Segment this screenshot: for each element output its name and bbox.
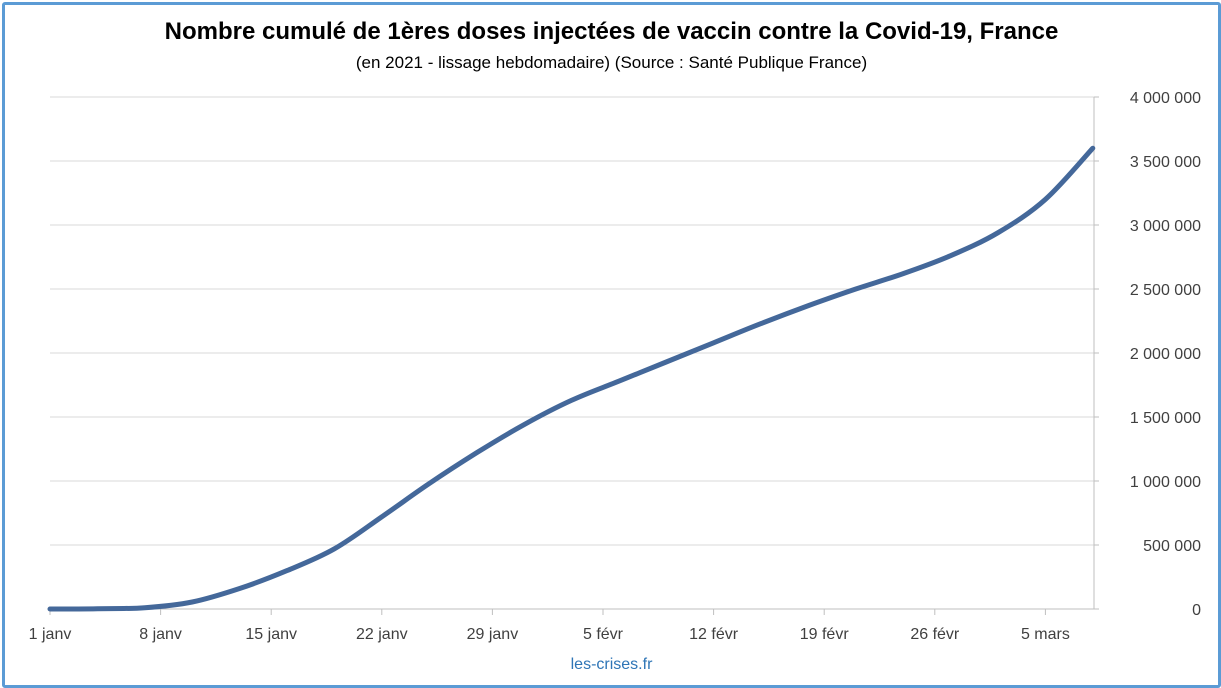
y-tick-label: 1 500 000: [1130, 410, 1201, 427]
data-point: [950, 255, 951, 256]
data-point: [144, 607, 145, 608]
x-tick-label: 1 janv: [29, 626, 72, 643]
y-tick-label: 2 000 000: [1130, 346, 1201, 363]
data-point: [618, 381, 619, 382]
y-tick-label: 3 500 000: [1130, 154, 1201, 171]
x-tick-label: 29 janv: [467, 626, 519, 643]
x-tick-label: 12 févr: [689, 626, 739, 643]
data-point: [334, 548, 335, 549]
data-point: [524, 424, 525, 425]
data-point: [1045, 199, 1046, 200]
data-point: [666, 362, 667, 363]
x-tick-label: 5 mars: [1021, 626, 1070, 643]
x-axis: [49, 96, 1099, 615]
y-tick-label: 3 000 000: [1130, 218, 1201, 235]
x-tick-label: 22 janv: [356, 626, 408, 643]
data-point: [381, 516, 382, 517]
gridlines: [50, 96, 1094, 546]
y-axis-labels: 0 500 000 1 000 000 1 500 000 2 000 000 2 500…: [1130, 90, 1201, 619]
y-tick-label: 1 000 000: [1130, 474, 1201, 491]
data-point: [571, 400, 572, 401]
chart-plot-area: 0 500 000 1 000 000 1 500 000 2 000 000 2 500…: [29, 90, 1201, 643]
x-tick-label: 26 févr: [910, 626, 960, 643]
y-tick-label: 2 500 000: [1130, 282, 1201, 299]
data-point: [476, 452, 477, 453]
x-axis-labels: 1 janv 8 janv 15 janv 22 janv 29 janv 5 févr 1…: [29, 626, 1070, 643]
chart-title: Nombre cumulé de 1ères doses injectées d…: [164, 18, 1059, 45]
data-point: [761, 323, 762, 324]
y-tick-label: 500 000: [1143, 538, 1201, 555]
series-group: [47, 145, 1096, 612]
data-point: [287, 570, 288, 571]
data-point: [903, 273, 904, 274]
x-tick-label: 8 janv: [139, 626, 182, 643]
series-line: [47, 145, 1096, 612]
data-point: [808, 305, 809, 306]
data-point: [50, 609, 51, 610]
data-point: [429, 483, 430, 484]
x-tick-label: 15 janv: [245, 626, 297, 643]
data-point: [713, 342, 714, 343]
data-point: [192, 602, 193, 603]
y-tick-label: 4 000 000: [1130, 90, 1201, 107]
x-tick-label: 19 févr: [800, 626, 850, 643]
data-point: [998, 232, 999, 233]
data-point: [239, 588, 240, 589]
source-label: les-crises.fr: [570, 656, 653, 673]
y-tick-label: 0: [1192, 602, 1201, 619]
x-tick-label: 5 févr: [583, 626, 624, 643]
data-point: [97, 608, 98, 609]
chart-subtitle: (en 2021 - lissage hebdomadaire) (Source…: [355, 53, 868, 72]
data-point: [855, 289, 856, 290]
data-point: [1092, 148, 1093, 149]
